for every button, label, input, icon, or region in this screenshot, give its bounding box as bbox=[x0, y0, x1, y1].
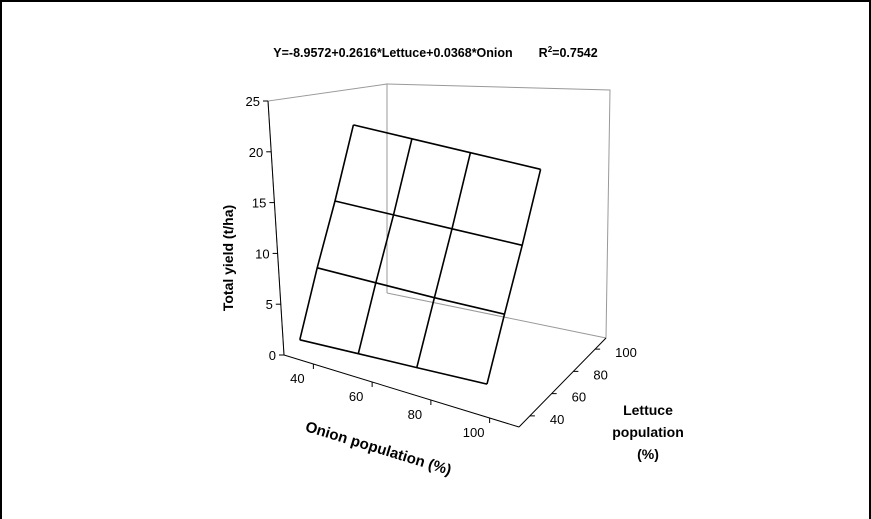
regression-equation: Y=-8.9572+0.2616*Lettuce+0.0368*Onion bbox=[273, 46, 513, 61]
onion-axis-ticks: 40 60 80 100 bbox=[290, 364, 491, 440]
chart-title: Y=-8.9572+0.2616*Lettuce+0.0368*Onion R2=… bbox=[0, 45, 871, 60]
lettuce-axis-line bbox=[518, 337, 607, 428]
z-axis-ticks: 0 5 10 15 20 25 bbox=[246, 94, 284, 363]
lettuce-tick-label: 100 bbox=[615, 345, 637, 360]
regression-surface bbox=[299, 124, 542, 385]
surface-line-lettuce bbox=[299, 339, 488, 385]
onion-tick-label: 80 bbox=[408, 407, 422, 422]
surface-line-onion bbox=[486, 169, 542, 385]
z-axis-label: Total yield (t/ha) bbox=[220, 205, 236, 311]
lettuce-tick-label: 60 bbox=[572, 390, 586, 405]
surface-line-lettuce bbox=[317, 267, 505, 315]
lettuce-tick-label: 80 bbox=[593, 367, 607, 382]
surface-line-onion bbox=[357, 138, 413, 354]
lettuce-axis-label-line-1: Lettuce bbox=[623, 402, 673, 418]
z-tick-label: 25 bbox=[246, 94, 260, 109]
z-tick-label: 15 bbox=[252, 196, 266, 211]
back-left-wall bbox=[267, 83, 388, 356]
back-right-wall bbox=[386, 83, 611, 339]
onion-axis-label: Onion population (%) bbox=[303, 418, 453, 479]
floor-back-edge bbox=[386, 292, 607, 339]
z-tick-label: 5 bbox=[266, 297, 273, 312]
z-tick-label: 0 bbox=[269, 348, 276, 363]
lettuce-axis-ticks: 40 60 80 100 bbox=[529, 345, 637, 427]
onion-tick-label: 40 bbox=[290, 371, 304, 386]
lettuce-axis-label-line-3: (%) bbox=[637, 446, 659, 462]
lettuce-axis-label-line-2: population bbox=[612, 424, 684, 440]
onion-tick-label: 60 bbox=[349, 389, 363, 404]
r-squared-label: R2=0.7542 bbox=[538, 45, 598, 61]
lettuce-tick-label: 40 bbox=[550, 412, 564, 427]
z-tick-label: 20 bbox=[249, 145, 263, 160]
onion-tick-label: 100 bbox=[463, 425, 485, 440]
surface-line-lettuce bbox=[334, 200, 523, 247]
surface-line-onion bbox=[416, 152, 472, 368]
surface-line-lettuce bbox=[353, 124, 541, 171]
axes bbox=[267, 100, 607, 428]
z-axis-line bbox=[267, 100, 285, 356]
plot-walls bbox=[267, 83, 611, 356]
z-tick-label: 10 bbox=[255, 246, 269, 261]
surface-line-onion bbox=[299, 124, 355, 340]
onion-axis-line bbox=[283, 354, 520, 428]
